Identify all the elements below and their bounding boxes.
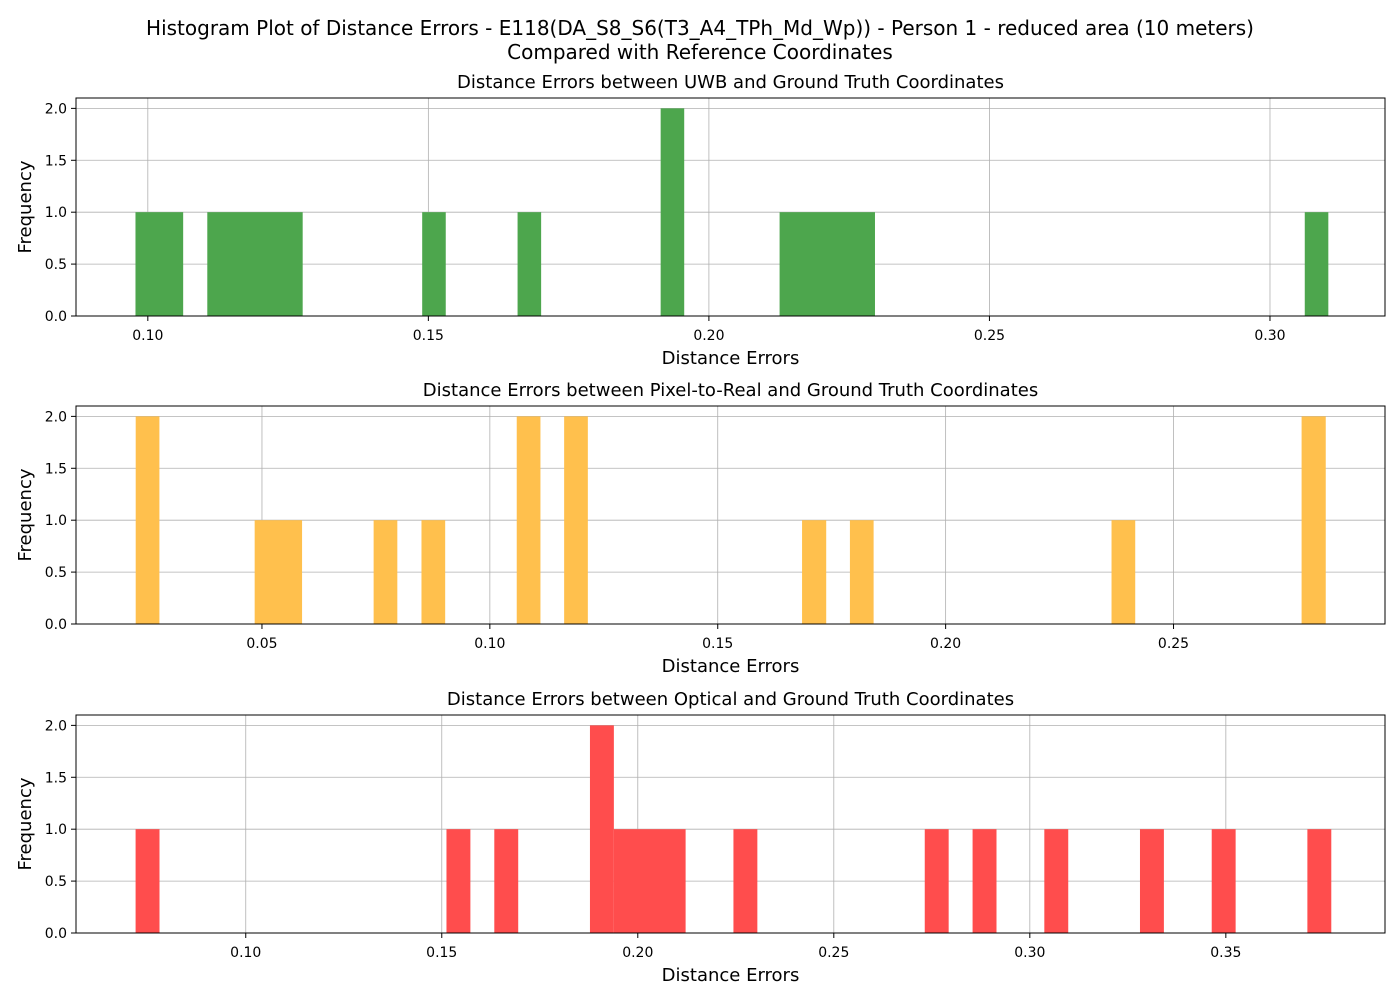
axes-frame bbox=[75, 714, 1386, 934]
y-tick-label: 1.0 bbox=[45, 513, 67, 529]
y-axis-label: Frequency bbox=[15, 160, 36, 253]
histogram-bar bbox=[207, 212, 303, 316]
histogram-bar bbox=[564, 416, 588, 624]
histogram-bar bbox=[1307, 829, 1332, 933]
histogram-bar bbox=[494, 829, 519, 933]
y-tick-label: 0.5 bbox=[45, 874, 67, 890]
y-axis-label: Frequency bbox=[15, 777, 36, 870]
subplot-title: Distance Errors between Pixel-to-Real an… bbox=[423, 380, 1038, 401]
histogram-bar bbox=[589, 725, 614, 933]
y-tick-label: 0.0 bbox=[45, 309, 67, 325]
y-tick-label: 1.5 bbox=[45, 153, 67, 169]
x-tick-label: 0.15 bbox=[426, 945, 457, 961]
y-tick-label: 0.0 bbox=[45, 926, 67, 942]
y-tick-label: 1.0 bbox=[45, 205, 67, 221]
y-tick-label: 2.0 bbox=[45, 101, 67, 117]
histogram-bar bbox=[446, 829, 471, 933]
y-tick-label: 1.5 bbox=[45, 770, 67, 786]
histogram-bar bbox=[1111, 520, 1136, 624]
histogram-bar bbox=[1211, 829, 1236, 933]
x-tick-label: 0.15 bbox=[413, 328, 444, 344]
axes-frame bbox=[75, 405, 1386, 625]
histogram-bar bbox=[135, 212, 184, 316]
axes-frame bbox=[75, 97, 1386, 317]
x-tick-label: 0.10 bbox=[230, 945, 261, 961]
x-tick-label: 0.25 bbox=[974, 328, 1005, 344]
histogram-bar bbox=[254, 520, 303, 624]
x-tick-label: 0.10 bbox=[132, 328, 163, 344]
histogram-bar bbox=[1044, 829, 1069, 933]
histogram-bar bbox=[660, 108, 685, 316]
subplot-title: Distance Errors between UWB and Ground T… bbox=[457, 72, 1004, 93]
histogram-bar bbox=[1139, 829, 1164, 933]
x-tick-label: 0.20 bbox=[693, 328, 724, 344]
x-tick-label: 0.30 bbox=[1014, 945, 1045, 961]
histogram-bar bbox=[779, 212, 875, 316]
y-tick-label: 0.5 bbox=[45, 565, 67, 581]
x-tick-label: 0.15 bbox=[702, 636, 733, 652]
x-tick-label: 0.35 bbox=[1210, 945, 1241, 961]
histogram-bar bbox=[516, 416, 541, 624]
y-axis-label: Frequency bbox=[15, 468, 36, 561]
histogram-bar bbox=[135, 829, 160, 933]
y-tick-label: 2.0 bbox=[45, 718, 67, 734]
histogram-bar bbox=[1301, 416, 1326, 624]
x-tick-label: 0.30 bbox=[1254, 328, 1285, 344]
y-tick-label: 1.5 bbox=[45, 461, 67, 477]
histogram-bar bbox=[373, 520, 398, 624]
subplot-1: 0.10 0.15 0.20 0.25 0.30 0.0 0.5 1.0 1.5 2.0 Dista… bbox=[15, 72, 1386, 369]
histogram-bar bbox=[517, 212, 542, 316]
y-tick-label: 0.5 bbox=[45, 257, 67, 273]
x-tick-label: 0.10 bbox=[474, 636, 505, 652]
subplot-2: 0.05 0.10 0.15 0.20 0.25 0.0 0.5 1.0 1.5 2.0 Dista… bbox=[15, 380, 1386, 677]
x-axis-label: Distance Errors bbox=[662, 656, 800, 677]
x-tick-label: 0.20 bbox=[622, 945, 653, 961]
x-tick-label: 0.25 bbox=[1158, 636, 1189, 652]
histogram-bar bbox=[733, 829, 758, 933]
histogram-bar bbox=[135, 416, 160, 624]
x-axis-label: Distance Errors bbox=[662, 965, 800, 986]
y-tick-label: 2.0 bbox=[45, 409, 67, 425]
histogram-bar bbox=[972, 829, 997, 933]
y-tick-label: 0.0 bbox=[45, 617, 67, 633]
x-axis-label: Distance Errors bbox=[662, 348, 800, 369]
x-tick-label: 0.25 bbox=[818, 945, 849, 961]
histogram-bar bbox=[422, 212, 446, 316]
figure-suptitle-line1: Histogram Plot of Distance Errors - E118… bbox=[146, 16, 1254, 40]
histogram-bar bbox=[802, 520, 827, 624]
x-tick-label: 0.05 bbox=[246, 636, 277, 652]
y-tick-label: 1.0 bbox=[45, 822, 67, 838]
subplot-3: 0.10 0.15 0.20 0.25 0.30 0.35 0.0 0.5 1.0 1.5 2.0 D… bbox=[15, 689, 1386, 986]
figure-suptitle-line2: Compared with Reference Coordinates bbox=[507, 40, 893, 64]
x-tick-label: 0.20 bbox=[930, 636, 961, 652]
subplot-title: Distance Errors between Optical and Grou… bbox=[447, 689, 1014, 710]
histogram-bar bbox=[421, 520, 446, 624]
histogram-bar bbox=[924, 829, 949, 933]
histogram-bar bbox=[613, 829, 686, 933]
histogram-bar bbox=[849, 520, 874, 624]
histogram-bar bbox=[1304, 212, 1329, 316]
